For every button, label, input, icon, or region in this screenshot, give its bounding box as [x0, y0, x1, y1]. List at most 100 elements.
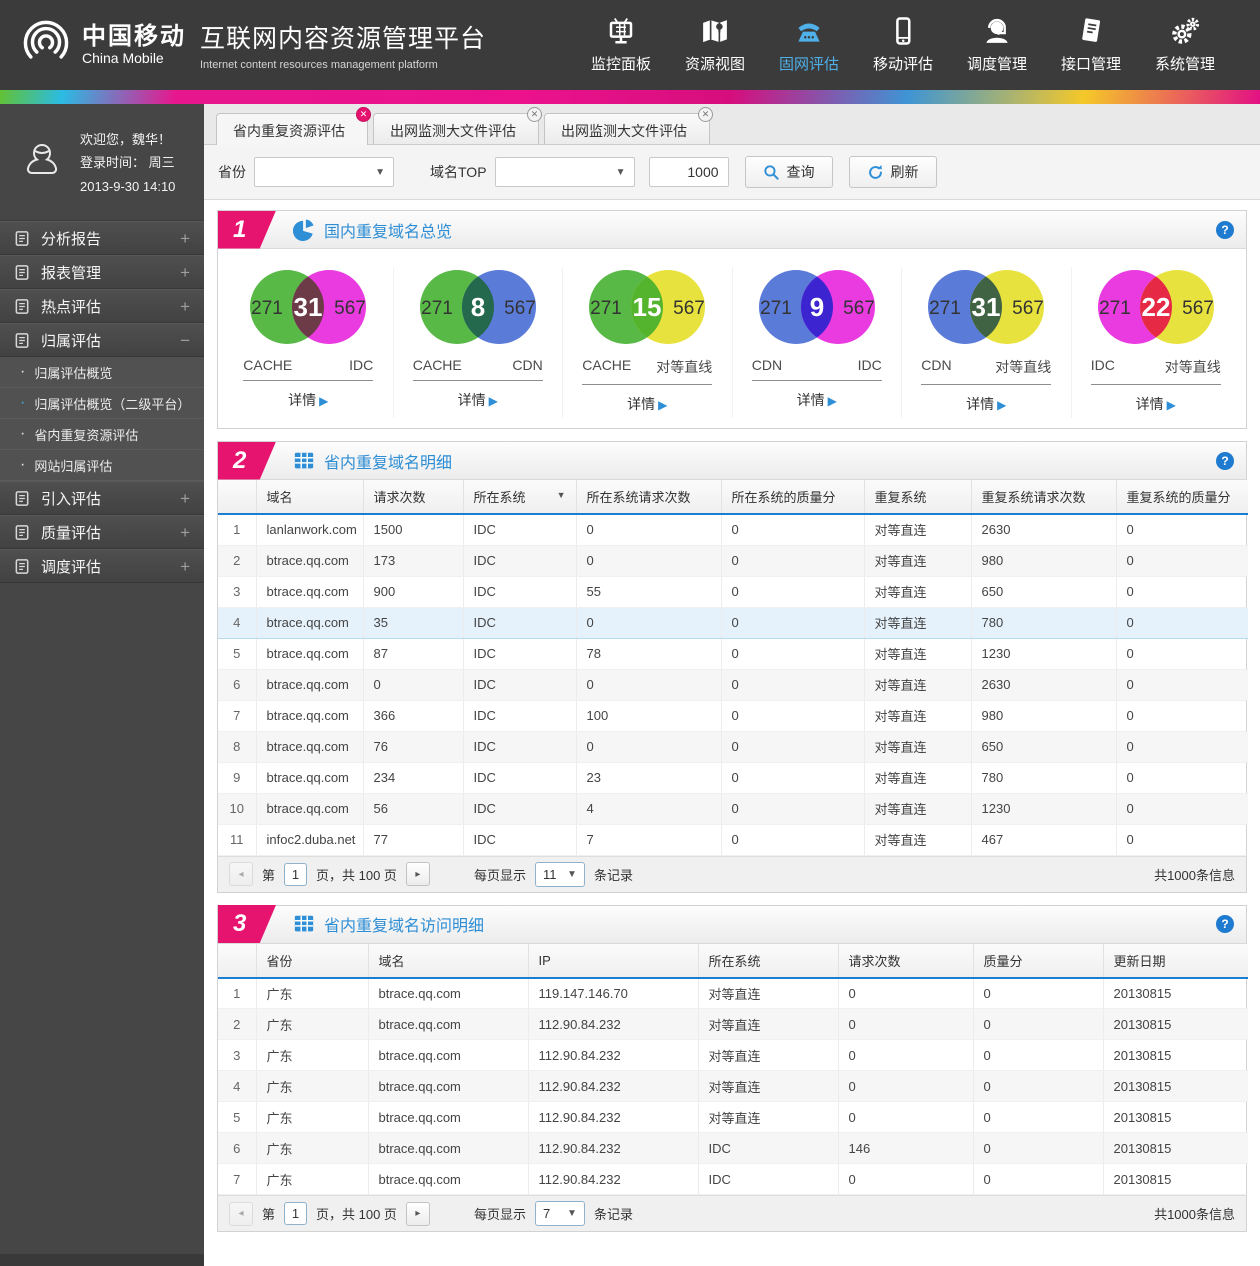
- column-header-质量分: 质量分: [973, 943, 1104, 979]
- table-row[interactable]: 7 广东 btrace.qq.com 112.90.84.232 IDC 0 0 201308…: [218, 1163, 1248, 1195]
- sidebar-menu-归属评估[interactable]: 归属评估 −: [0, 323, 204, 358]
- expand-icon[interactable]: +: [180, 556, 190, 576]
- refresh-button[interactable]: 刷新: [848, 156, 937, 188]
- expand-icon[interactable]: +: [180, 262, 190, 282]
- table-cell: 0: [721, 545, 865, 577]
- nav-item-gears[interactable]: 系统管理: [1154, 16, 1216, 74]
- collapse-icon[interactable]: −: [180, 330, 190, 350]
- table-row[interactable]: 1 lanlanwork.com 1500 IDC 0 0 对等直连 2630 0: [218, 514, 1248, 546]
- tab-出网监测大文件评估[interactable]: 出网监测大文件评估 ✕: [373, 107, 542, 144]
- table-row[interactable]: 2 btrace.qq.com 173 IDC 0 0 对等直连 980 0: [218, 545, 1248, 577]
- table-cell: 0: [721, 669, 865, 701]
- top-count-input[interactable]: 1000: [648, 157, 729, 187]
- domain-top-select[interactable]: ▼: [494, 157, 635, 187]
- nav-item-mobile[interactable]: 移动评估: [872, 16, 934, 74]
- column-header-所在系统: 所在系统: [698, 943, 839, 979]
- venn-detail-link[interactable]: 详情 ▶: [457, 392, 498, 408]
- close-icon[interactable]: ✕: [356, 107, 371, 122]
- row-index: 4: [218, 1070, 257, 1102]
- sidebar-menu-引入评估[interactable]: 引入评估 +: [0, 481, 204, 516]
- table-row[interactable]: 8 btrace.qq.com 76 IDC 0 0 对等直连 650 0: [218, 731, 1248, 763]
- venn-detail-link[interactable]: 详情 ▶: [966, 396, 1007, 412]
- nav-item-label: 接口管理: [1060, 56, 1121, 73]
- divider: [921, 384, 1052, 385]
- table-cell: 0: [838, 977, 974, 1009]
- table-cell: 112.90.84.232: [528, 1132, 699, 1164]
- table-cell: 对等直连: [864, 793, 972, 825]
- help-icon[interactable]: ?: [1216, 915, 1234, 933]
- per-page-select[interactable]: 11 ▼: [534, 861, 585, 887]
- next-page-button[interactable]: ▸: [405, 862, 430, 886]
- expand-icon[interactable]: +: [180, 488, 190, 508]
- nav-item-dispatcher[interactable]: 调度管理: [966, 16, 1028, 74]
- venn-detail-link[interactable]: 详情 ▶: [627, 396, 668, 412]
- table-row[interactable]: 1 广东 btrace.qq.com 119.147.146.70 对等直连 0 0 2013…: [218, 977, 1248, 1009]
- prev-page-button[interactable]: ◂: [229, 1201, 253, 1226]
- table-cell: 0: [721, 606, 865, 639]
- sidebar-subitem-省内重复资源评估[interactable]: · 省内重复资源评估: [0, 419, 204, 451]
- tab-省内重复资源评估[interactable]: 省内重复资源评估 ✕: [216, 107, 371, 145]
- table-cell: 0: [721, 824, 865, 856]
- nav-item-phone[interactable]: 固网评估: [778, 16, 840, 74]
- nav-item-interface-doc[interactable]: 接口管理: [1060, 16, 1122, 74]
- venn-detail-link[interactable]: 详情 ▶: [1135, 396, 1176, 412]
- sidebar-menu-分析报告[interactable]: 分析报告 +: [0, 221, 204, 256]
- table-row[interactable]: 5 广东 btrace.qq.com 112.90.84.232 对等直连 0 0 20130…: [218, 1101, 1248, 1133]
- page-number-input[interactable]: 1: [284, 1202, 308, 1225]
- tab-出网监测大文件评估[interactable]: 出网监测大文件评估 ✕: [544, 107, 713, 144]
- svg-text:567: 567: [1182, 298, 1214, 319]
- expand-icon[interactable]: +: [180, 296, 190, 316]
- table-row[interactable]: 3 广东 btrace.qq.com 112.90.84.232 对等直连 0 0 20130…: [218, 1039, 1248, 1071]
- table-row[interactable]: 10 btrace.qq.com 56 IDC 4 0 对等直连 1230 0: [218, 793, 1248, 825]
- table-cell: 对等直连: [864, 514, 972, 546]
- prev-page-button[interactable]: ◂: [229, 862, 253, 886]
- table-row[interactable]: 11 infoc2.duba.net 77 IDC 7 0 对等直连 467 0: [218, 824, 1248, 856]
- table-row[interactable]: 9 btrace.qq.com 234 IDC 23 0 对等直连 780 0: [218, 762, 1248, 794]
- arrow-right-icon: ▶: [488, 394, 498, 408]
- sidebar-menu-热点评估[interactable]: 热点评估 +: [0, 289, 204, 324]
- search-button[interactable]: 查询: [744, 156, 833, 188]
- sidebar-subitem-归属评估概览[interactable]: · 归属评估概览: [0, 357, 204, 389]
- next-page-button[interactable]: ▸: [405, 1201, 430, 1226]
- nav-item-monitor[interactable]: 监控面板: [590, 16, 652, 74]
- nav-item-map[interactable]: 资源视图: [684, 16, 746, 74]
- expand-icon[interactable]: +: [180, 522, 190, 542]
- table-row[interactable]: 3 btrace.qq.com 900 IDC 55 0 对等直连 650 0: [218, 576, 1248, 608]
- table-cell: btrace.qq.com: [368, 1101, 529, 1133]
- expand-icon[interactable]: +: [180, 228, 190, 248]
- venn-CDN-IDC: 271 9 567 CDN IDC 详情 ▶: [733, 267, 902, 418]
- sidebar-menu-质量评估[interactable]: 质量评估 +: [0, 515, 204, 550]
- divider: [751, 380, 882, 381]
- help-icon[interactable]: ?: [1216, 451, 1234, 470]
- table-row[interactable]: 6 btrace.qq.com 0 IDC 0 0 对等直连 2630 0: [218, 669, 1248, 701]
- sidebar-subitem-归属评估概览（二级平台）[interactable]: · 归属评估概览（二级平台）: [0, 388, 204, 420]
- table-row[interactable]: 4 btrace.qq.com 35 IDC 0 0 对等直连 780 0: [218, 606, 1248, 639]
- table-cell: btrace.qq.com: [368, 1070, 529, 1102]
- help-icon[interactable]: ?: [1216, 220, 1234, 239]
- table-cell: 119.147.146.70: [528, 977, 699, 1009]
- table-cell: 112.90.84.232: [528, 1163, 699, 1195]
- venn-detail-link[interactable]: 详情 ▶: [796, 392, 837, 408]
- page-number-input[interactable]: 1: [284, 862, 308, 886]
- sidebar-subitem-网站归属评估[interactable]: · 网站归属评估: [0, 450, 204, 482]
- close-icon[interactable]: ✕: [527, 107, 542, 122]
- province-label: 省份: [218, 164, 246, 180]
- nav-item-label: 系统管理: [1154, 56, 1215, 73]
- table-cell: btrace.qq.com: [256, 731, 364, 763]
- venn-detail-link[interactable]: 详情 ▶: [288, 392, 329, 408]
- table-row[interactable]: 7 btrace.qq.com 366 IDC 100 0 对等直连 980 0: [218, 700, 1248, 732]
- table-row[interactable]: 4 广东 btrace.qq.com 112.90.84.232 对等直连 0 0 20130…: [218, 1070, 1248, 1102]
- province-select[interactable]: ▼: [254, 157, 394, 187]
- table-row[interactable]: 5 btrace.qq.com 87 IDC 78 0 对等直连 1230 0: [218, 638, 1248, 670]
- close-icon[interactable]: ✕: [698, 107, 713, 122]
- table-row[interactable]: 6 广东 btrace.qq.com 112.90.84.232 IDC 146 0 2013…: [218, 1132, 1248, 1164]
- column-filter-arrow-icon[interactable]: ▼: [556, 490, 566, 500]
- nav-item-label: 监控面板: [590, 56, 651, 73]
- column-header-更新日期: 更新日期: [1103, 943, 1248, 979]
- table-cell: btrace.qq.com: [256, 793, 364, 825]
- sidebar-menu-报表管理[interactable]: 报表管理 +: [0, 255, 204, 290]
- sidebar-menu-调度评估[interactable]: 调度评估 +: [0, 549, 204, 584]
- per-page-select[interactable]: 7 ▼: [534, 1201, 585, 1226]
- app-title-block: 互联网内容资源管理平台 Internet content resources m…: [200, 19, 486, 71]
- table-row[interactable]: 2 广东 btrace.qq.com 112.90.84.232 对等直连 0 0 20130…: [218, 1008, 1248, 1040]
